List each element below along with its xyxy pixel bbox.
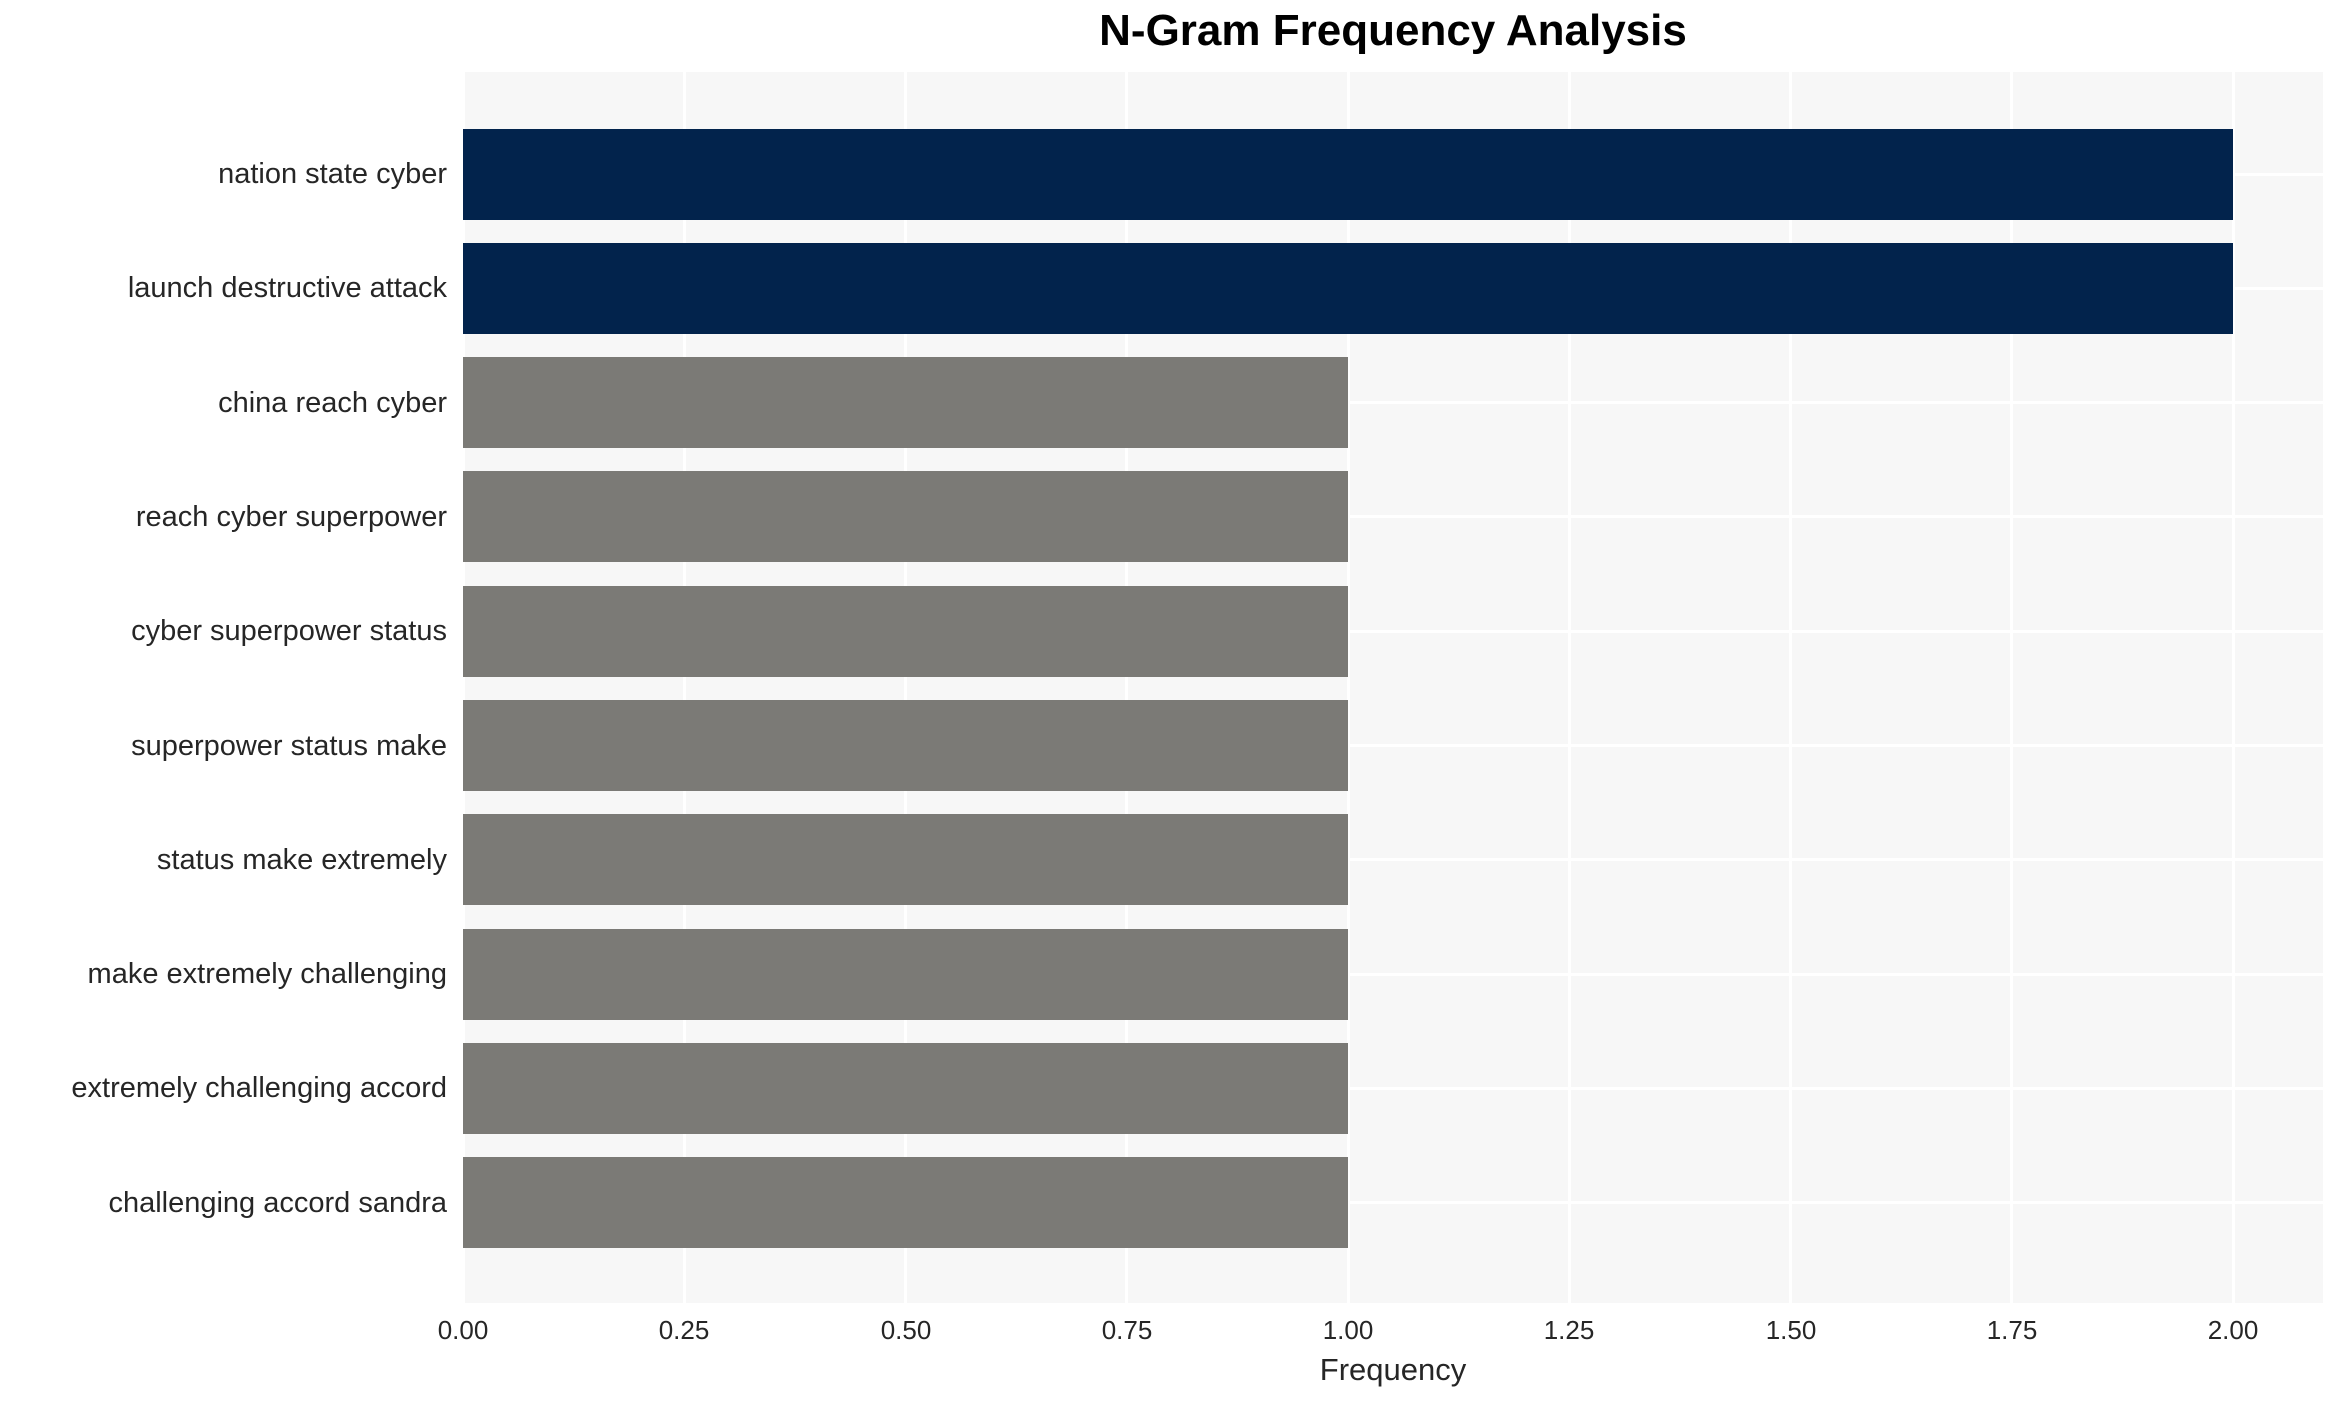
chart-title: N-Gram Frequency Analysis xyxy=(1099,6,1687,55)
bar xyxy=(463,929,1348,1020)
bar xyxy=(463,243,2233,334)
horizontal-gridline xyxy=(463,1087,2323,1090)
vertical-gridline xyxy=(904,72,907,1303)
x-axis-tick-label: 1.75 xyxy=(1986,1315,2038,1345)
vertical-gridline xyxy=(1568,72,1571,1303)
x-axis-tick-label: 0.50 xyxy=(880,1315,932,1345)
horizontal-gridline xyxy=(463,858,2323,861)
horizontal-gridline xyxy=(463,1201,2323,1204)
y-axis-tick-label: challenging accord sandra xyxy=(108,1187,447,1219)
horizontal-gridline xyxy=(463,744,2323,747)
horizontal-gridline xyxy=(463,401,2323,404)
bar xyxy=(463,129,2233,220)
bar xyxy=(463,471,1348,562)
vertical-gridline xyxy=(1125,72,1128,1303)
vertical-gridline xyxy=(1789,72,1792,1303)
y-axis-tick-label: nation state cyber xyxy=(218,158,447,190)
y-axis-tick-label: make extremely challenging xyxy=(87,958,447,990)
x-axis-tick-label: 2.00 xyxy=(2207,1315,2259,1345)
vertical-gridline xyxy=(683,72,686,1303)
horizontal-gridline xyxy=(463,630,2323,633)
y-axis-tick-label: reach cyber superpower xyxy=(135,501,447,533)
y-axis-tick-label: cyber superpower status xyxy=(131,615,447,647)
vertical-gridline xyxy=(2232,72,2235,1303)
horizontal-gridline xyxy=(463,515,2323,518)
vertical-gridline xyxy=(462,72,465,1303)
x-axis-tick-label: 0.00 xyxy=(437,1315,489,1345)
x-axis-tick-label: 1.00 xyxy=(1322,1315,1374,1345)
x-axis-title: Frequency xyxy=(1319,1352,1467,1387)
y-axis-tick-label: launch destructive attack xyxy=(127,272,447,304)
x-axis-tick-label: 1.25 xyxy=(1543,1315,1595,1345)
y-axis-tick-label: china reach cyber xyxy=(218,387,447,419)
bar xyxy=(463,1043,1348,1134)
x-axis-tick-label: 1.50 xyxy=(1765,1315,1817,1345)
bar xyxy=(463,1157,1348,1248)
bar xyxy=(463,586,1348,677)
horizontal-gridline xyxy=(463,973,2323,976)
bar xyxy=(463,357,1348,448)
bar xyxy=(463,700,1348,791)
y-axis-tick-label: extremely challenging accord xyxy=(71,1072,447,1104)
vertical-gridline xyxy=(2010,72,2013,1303)
vertical-gridline xyxy=(1347,72,1350,1303)
y-axis-tick-label: superpower status make xyxy=(131,730,447,762)
plot-area xyxy=(462,72,2323,1303)
bar xyxy=(463,814,1348,905)
x-axis-tick-label: 0.75 xyxy=(1101,1315,1153,1345)
y-axis-tick-label: status make extremely xyxy=(156,844,447,876)
x-axis-tick-label: 0.25 xyxy=(658,1315,710,1345)
